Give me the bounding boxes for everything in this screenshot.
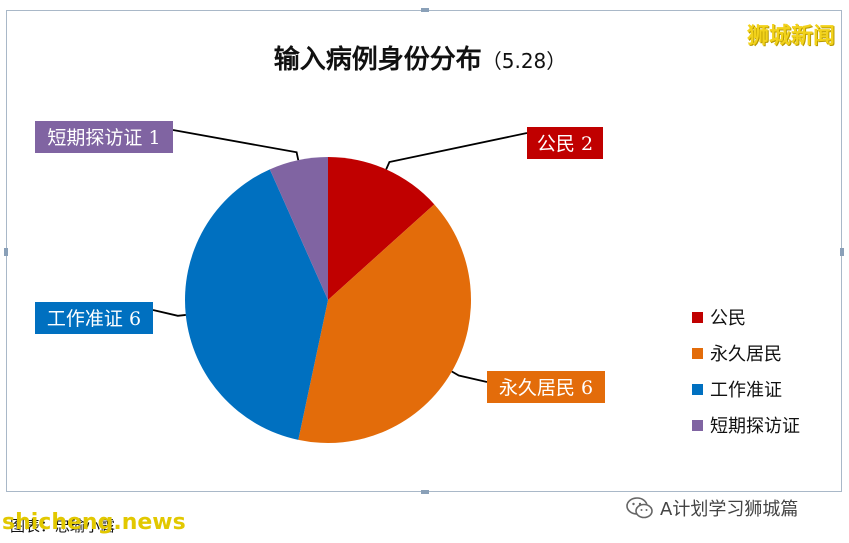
account-name: A计划学习狮城篇	[660, 499, 799, 520]
data-label-4: 短期探访证 1	[35, 121, 173, 153]
legend-label: 短期探访证	[710, 416, 800, 437]
data-label-box	[35, 121, 173, 153]
resize-handle-right[interactable]	[840, 248, 844, 256]
resize-handle-bottom[interactable]	[421, 490, 429, 494]
legend-swatch	[692, 384, 703, 395]
account-badge: A计划学习狮城篇	[626, 495, 798, 521]
data-label-text: 永久居民 6	[499, 377, 593, 399]
pie-slices	[184, 157, 472, 443]
data-label-box	[487, 371, 605, 403]
resize-handle-top[interactable]	[421, 8, 429, 12]
resize-handle-left[interactable]	[4, 248, 8, 256]
legend-item-1: 公民	[692, 308, 746, 329]
wechat-icon	[626, 497, 653, 519]
data-label-text: 公民 2	[537, 133, 593, 155]
chart-title: 输入病例身份分布（5.28）	[274, 44, 567, 75]
chart-credit: 图表：忠瑜小露	[10, 517, 116, 535]
data-labels: 公民 2 永久居民 6 工作准证 6 短期探访证 1	[35, 121, 605, 403]
data-label-3: 工作准证 6	[35, 302, 153, 334]
leader-line-3	[152, 309, 186, 317]
legend-label: 工作准证	[710, 380, 782, 401]
legend-swatch	[692, 348, 703, 359]
leader-lines	[152, 129, 528, 383]
legend-item-4: 短期探访证	[692, 416, 800, 437]
leader-line-1	[385, 132, 528, 170]
pie-slice-4	[269, 157, 328, 300]
legend-item-2: 永久居民	[692, 344, 782, 365]
data-label-1: 公民 2	[527, 127, 603, 159]
legend-swatch	[692, 312, 703, 323]
pie-chart: 输入病例身份分布（5.28） 公民 2 永久居民 6 工作准证 6 短期探访证 1 公…	[35, 44, 800, 443]
pie-slice-3	[184, 169, 328, 440]
legend-item-3: 工作准证	[692, 380, 782, 401]
site-watermark: shicheng.news	[2, 510, 186, 535]
leader-line-2	[451, 370, 488, 383]
legend-label: 公民	[710, 308, 746, 329]
legend-label: 永久居民	[710, 344, 782, 365]
data-label-box	[35, 302, 153, 334]
leader-line-4	[172, 129, 300, 161]
data-label-box	[527, 127, 603, 159]
data-label-text: 短期探访证 1	[47, 127, 160, 149]
chart-title-main: 输入病例身份分布	[274, 44, 482, 75]
pie-slice-2	[298, 204, 472, 443]
data-label-text: 工作准证 6	[47, 308, 141, 330]
data-label-2: 永久居民 6	[487, 371, 605, 403]
pie-slice-1	[328, 157, 435, 300]
chart-subtitle: （5.28）	[482, 49, 567, 73]
legend-swatch	[692, 420, 703, 431]
brand-label: 狮城新闻	[746, 24, 835, 49]
